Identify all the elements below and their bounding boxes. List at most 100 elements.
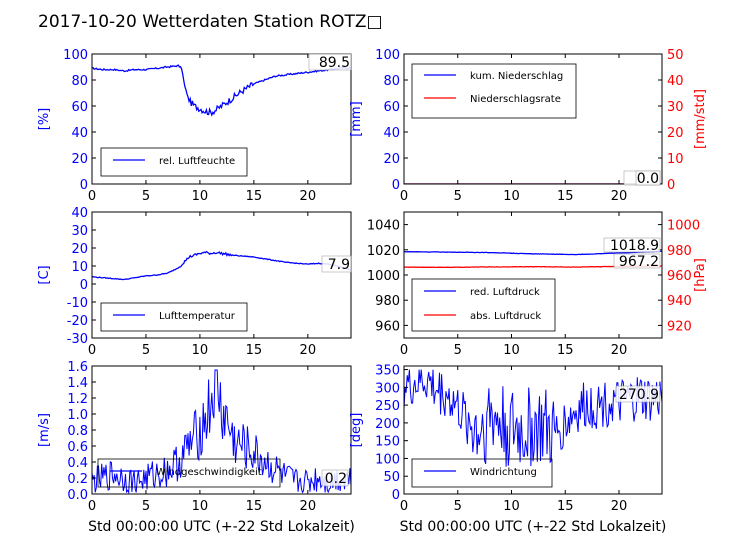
x-tick-label: 15 <box>557 189 574 204</box>
y2-tick-label: 960 <box>667 269 692 284</box>
x-tick-label: 5 <box>142 189 150 204</box>
legend-label: red. Luftdruck <box>470 287 540 298</box>
y2-tick-label: 920 <box>667 319 692 334</box>
y-tick-label: 250 <box>375 399 400 414</box>
legend-box <box>411 278 556 332</box>
y-tick-label: 0 <box>80 178 88 193</box>
x-tick-label: 15 <box>557 499 574 514</box>
plot-frame <box>403 365 663 495</box>
x-tick-label: 10 <box>192 343 209 358</box>
x-tick-label: 20 <box>300 343 317 358</box>
current-value-label: 0.0 <box>637 171 659 187</box>
legend-box <box>411 63 577 119</box>
current-value-label: 0.2 <box>325 471 347 487</box>
x-tick-label: 5 <box>454 499 462 514</box>
y2-tick-label: 40 <box>667 74 684 89</box>
x-tick-label: 20 <box>300 189 317 204</box>
x-tick-label: 0 <box>400 189 408 204</box>
y-tick-label: 1020 <box>367 244 400 259</box>
x-tick-label: 0 <box>88 343 96 358</box>
y-tick-label: 300 <box>375 381 400 396</box>
y-tick-label: 100 <box>375 452 400 467</box>
x-tick-label: 15 <box>246 499 263 514</box>
legend-label: abs. Luftdruck <box>470 311 541 322</box>
x-tick-label: 5 <box>454 343 462 358</box>
y2-tick-label: 0 <box>667 178 675 193</box>
x-tick-label: 10 <box>503 499 520 514</box>
chart-pressure: 0 5 10 15 20 960 980 1000 1020 1040 920 940 960 980 10… <box>367 211 708 358</box>
legend-label: Lufttemperatur <box>159 311 236 322</box>
x-tick-label: 10 <box>503 189 520 204</box>
plot-frame <box>403 53 663 185</box>
x-tick-label: 10 <box>192 189 209 204</box>
y-tick-label: 40 <box>71 206 88 221</box>
x-tick-label: 0 <box>400 499 408 514</box>
y-tick-label: 0.4 <box>67 456 88 471</box>
current-value-label: 7.9 <box>328 257 350 273</box>
series-group <box>92 250 351 281</box>
y2-axis-label: [hPa] <box>693 258 708 292</box>
y-tick-label: 20 <box>71 242 88 257</box>
y-tick-label: 50 <box>383 470 400 485</box>
chart-wind_speed: 0 5 10 15 200.00.20.40.60.81.01.21.41.6[m/s]… <box>37 360 355 535</box>
series-line-1 <box>404 250 662 256</box>
legend-label: kum. Niederschlag <box>470 71 563 82</box>
x-axis-label: Std 00:00:00 UTC (+-22 Std Lokalzeit) <box>400 519 667 535</box>
plot-frame <box>91 211 352 339</box>
current-value-label: 270.9 <box>619 387 659 403</box>
y2-tick-label: 10 <box>667 152 684 167</box>
y-tick-label: 1.0 <box>67 408 88 423</box>
y-tick-label: 0 <box>392 488 400 503</box>
y-tick-label: 80 <box>383 74 400 89</box>
y-tick-label: 1.6 <box>67 360 88 375</box>
y-tick-label: -20 <box>67 314 88 329</box>
y2-tick-label: 50 <box>667 48 684 63</box>
y-tick-label: 960 <box>375 319 400 334</box>
y-tick-label: 200 <box>375 417 400 432</box>
chart-precipitation: 0 5 10 15 20 0 20 40 60 80 100 0 10 20 30 40 50 [mm] [mm/s… <box>349 48 708 204</box>
current-value-label: 1018.9 <box>610 238 659 254</box>
y-tick-label: 10 <box>71 260 88 275</box>
y-axis-label: [m/s] <box>37 413 52 447</box>
y2-tick-label: 1000 <box>667 219 700 234</box>
current-value-box <box>321 469 349 487</box>
x-tick-label: 5 <box>142 499 150 514</box>
y2-tick-label: 940 <box>667 294 692 309</box>
y-tick-label: 0.6 <box>67 440 88 455</box>
y2-tick-label: 30 <box>667 100 684 115</box>
x-tick-label: 10 <box>192 499 209 514</box>
series-line-1 <box>92 250 351 281</box>
legend-label: Windgeschwindigkeit <box>156 467 262 478</box>
legend-label: rel. Luftfeuchte <box>159 156 235 167</box>
y-axis-label: [mm] <box>349 101 364 136</box>
y-tick-label: 40 <box>71 126 88 141</box>
y-tick-label: 350 <box>375 364 400 379</box>
current-value-box <box>635 170 661 186</box>
y-tick-label: 0 <box>80 278 88 293</box>
y-tick-label: 60 <box>71 100 88 115</box>
x-tick-label: 20 <box>611 499 628 514</box>
y2-tick-label: 20 <box>667 126 684 141</box>
y-tick-label: 80 <box>71 74 88 89</box>
x-tick-label: 5 <box>454 189 462 204</box>
y-tick-label: 60 <box>383 100 400 115</box>
x-tick-label: 15 <box>246 343 263 358</box>
legend-box <box>100 302 248 332</box>
y-tick-label: 100 <box>375 48 400 63</box>
legend-box <box>100 147 248 177</box>
y-tick-label: 20 <box>383 152 400 167</box>
current-value-label: 967.2 <box>619 254 659 270</box>
series-group <box>92 369 351 494</box>
x-tick-label: 5 <box>142 343 150 358</box>
y-axis-label: [deg] <box>349 413 364 448</box>
y-tick-label: 30 <box>71 224 88 239</box>
series-line-1 <box>404 369 662 467</box>
page-title: 2017-10-20 Wetterdaten Station ROTZ□ <box>38 12 383 32</box>
plot-frame <box>91 53 352 185</box>
x-tick-label: 0 <box>88 499 96 514</box>
x-tick-label: 15 <box>246 189 263 204</box>
y-tick-label: -30 <box>67 332 88 347</box>
